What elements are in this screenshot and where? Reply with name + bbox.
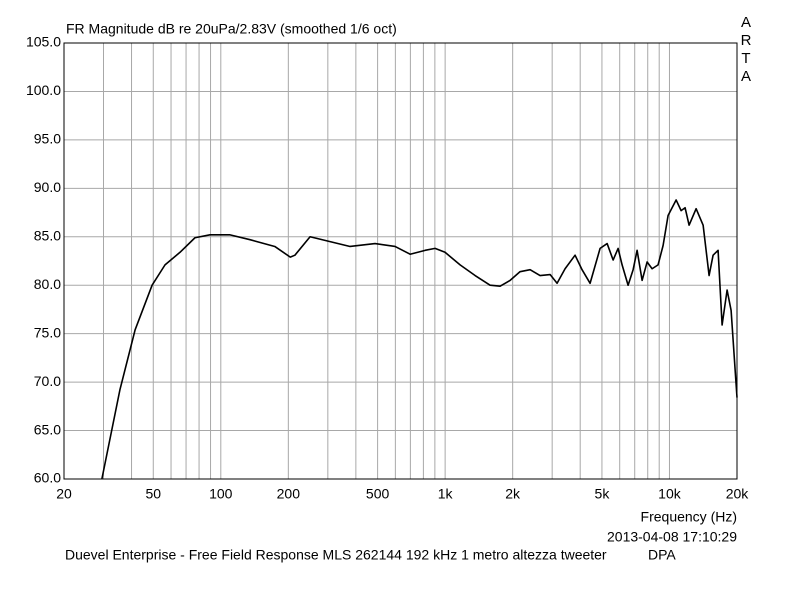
chart-title: FR Magnitude dB re 20uPa/2.83V (smoothed… <box>66 21 397 37</box>
y-tick-label: 65.0 <box>34 421 61 437</box>
y-tick-label: 60.0 <box>34 470 61 486</box>
series-line <box>101 199 738 480</box>
plot <box>101 199 738 480</box>
x-tick-label: 20k <box>726 486 750 502</box>
footer: Duevel Enterprise - Free Field Response … <box>65 547 607 563</box>
y-tick-label: 100.0 <box>26 82 61 98</box>
y-tick-label: 95.0 <box>34 131 61 147</box>
y-tick-label: 80.0 <box>34 276 61 292</box>
x-tick-label: 20 <box>56 486 72 502</box>
timestamp: 2013-04-08 17:10:29 <box>607 529 737 545</box>
plot-frame <box>63 42 738 480</box>
y-tick-label: 75.0 <box>34 324 61 340</box>
brand: ARTA <box>738 14 755 86</box>
x-tick-label: 50 <box>145 486 161 502</box>
x-tick-label: 1k <box>438 486 454 502</box>
x-tick-label: 5k <box>595 486 611 502</box>
x-tick-label: 200 <box>277 486 301 502</box>
x-tick-label: 500 <box>366 486 390 502</box>
y-tick-label: 85.0 <box>34 227 61 243</box>
x-tick-label: 100 <box>209 486 233 502</box>
y-tick-label: 90.0 <box>34 179 61 195</box>
y-tick-label: 105.0 <box>26 34 61 50</box>
footer-right: DPA <box>648 547 676 563</box>
y-tick-label: 70.0 <box>34 373 61 389</box>
x-tick-label: 10k <box>658 486 682 502</box>
x-tick-label: 2k <box>505 486 521 502</box>
x-axis-label: Frequency (Hz) <box>641 509 737 525</box>
